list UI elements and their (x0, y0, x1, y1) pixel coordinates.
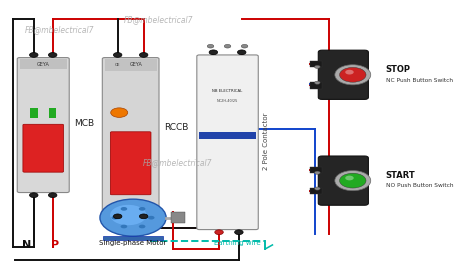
FancyBboxPatch shape (318, 156, 368, 205)
Text: 2 Pole Contactor: 2 Pole Contactor (263, 112, 269, 170)
Text: NC2H-40/25: NC2H-40/25 (217, 99, 238, 103)
Circle shape (215, 230, 223, 235)
Circle shape (110, 205, 146, 225)
FancyBboxPatch shape (23, 124, 64, 172)
Circle shape (148, 216, 155, 219)
Bar (49, 108, 56, 118)
Circle shape (345, 70, 354, 74)
Text: START: START (386, 171, 416, 180)
Circle shape (120, 207, 127, 211)
Text: NO Push Button Switch: NO Push Button Switch (386, 184, 453, 188)
Text: FB@mbelectrical7: FB@mbelectrical7 (24, 26, 94, 35)
Circle shape (335, 171, 371, 191)
Text: RCCB: RCCB (164, 123, 188, 132)
FancyBboxPatch shape (110, 132, 151, 195)
FancyBboxPatch shape (17, 57, 69, 193)
Circle shape (335, 65, 371, 85)
Circle shape (113, 214, 122, 219)
Text: FB@mbelectrical7: FB@mbelectrical7 (124, 15, 193, 24)
Circle shape (339, 67, 366, 82)
Text: NB ELECTRICAL: NB ELECTRICAL (212, 89, 243, 93)
Circle shape (139, 53, 148, 57)
FancyBboxPatch shape (197, 55, 258, 230)
Circle shape (113, 53, 122, 57)
Text: Earthing wire: Earthing wire (214, 240, 260, 246)
Circle shape (207, 44, 214, 48)
Circle shape (100, 199, 166, 236)
Circle shape (224, 44, 231, 48)
Text: GEYA: GEYA (129, 62, 142, 67)
Circle shape (315, 81, 320, 84)
Bar (199, 132, 256, 139)
Bar (19, 59, 67, 69)
Text: N: N (22, 240, 31, 251)
Bar (30, 108, 37, 118)
Text: FB@mbelectrical7: FB@mbelectrical7 (143, 158, 212, 167)
Bar (310, 167, 322, 173)
Circle shape (315, 171, 320, 174)
Circle shape (111, 108, 128, 117)
Text: STOP: STOP (386, 65, 411, 74)
Bar (103, 236, 163, 240)
Bar (171, 212, 185, 223)
Text: NC Push Button Switch: NC Push Button Switch (386, 78, 453, 82)
Circle shape (48, 193, 57, 198)
Circle shape (235, 230, 243, 235)
Circle shape (29, 53, 38, 57)
Text: P: P (51, 240, 59, 251)
Circle shape (339, 173, 366, 188)
Text: CE: CE (115, 63, 120, 67)
Circle shape (120, 225, 127, 228)
Text: Single-phase Motor: Single-phase Motor (100, 240, 167, 246)
Bar (310, 61, 322, 67)
Circle shape (111, 216, 118, 219)
Circle shape (48, 53, 57, 57)
Circle shape (29, 193, 38, 198)
Circle shape (209, 50, 218, 55)
FancyBboxPatch shape (318, 50, 368, 99)
Text: MCB: MCB (74, 119, 94, 128)
Circle shape (315, 187, 320, 190)
Circle shape (345, 176, 354, 180)
Circle shape (315, 65, 320, 68)
Bar (105, 59, 156, 71)
Circle shape (139, 214, 148, 219)
Circle shape (139, 207, 146, 211)
Text: GEYA: GEYA (37, 62, 50, 67)
Circle shape (237, 50, 246, 55)
Bar (310, 82, 322, 89)
Circle shape (241, 44, 248, 48)
FancyBboxPatch shape (102, 57, 159, 214)
Bar (310, 188, 322, 194)
Circle shape (139, 225, 146, 228)
